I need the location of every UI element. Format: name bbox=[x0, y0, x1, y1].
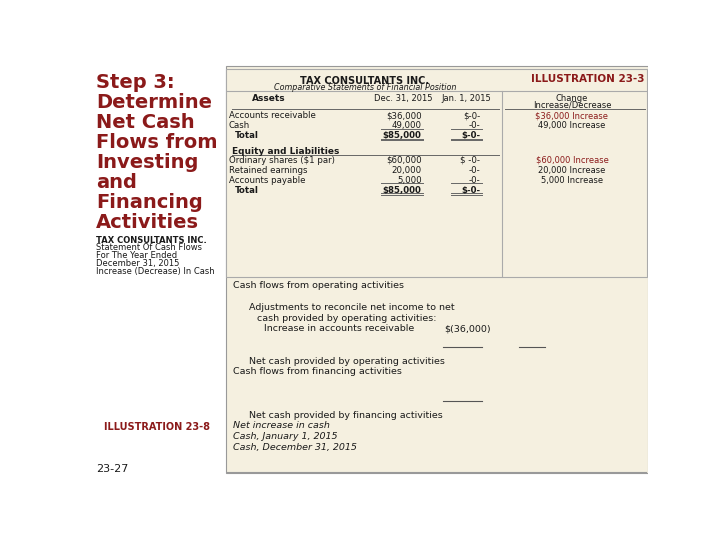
Text: $85,000: $85,000 bbox=[383, 186, 422, 195]
Text: Retained earnings: Retained earnings bbox=[229, 166, 307, 174]
Text: 5,000: 5,000 bbox=[397, 176, 422, 185]
Text: Net cash provided by operating activities: Net cash provided by operating activitie… bbox=[249, 356, 445, 366]
Text: Cash flows from financing activities: Cash flows from financing activities bbox=[233, 367, 402, 376]
Text: 20,000: 20,000 bbox=[392, 166, 422, 174]
Text: 5,000 Increase: 5,000 Increase bbox=[541, 176, 603, 185]
Text: Total: Total bbox=[235, 186, 258, 195]
Text: Step 3:: Step 3: bbox=[96, 72, 175, 91]
Text: $-0-: $-0- bbox=[462, 131, 480, 140]
Text: $-0-: $-0- bbox=[462, 186, 480, 195]
Text: Adjustments to reconcile net income to net: Adjustments to reconcile net income to n… bbox=[249, 303, 454, 312]
Text: -0-: -0- bbox=[469, 176, 480, 185]
Text: Cash, December 31, 2015: Cash, December 31, 2015 bbox=[233, 443, 357, 452]
Text: ILLUSTRATION 23-3: ILLUSTRATION 23-3 bbox=[531, 74, 644, 84]
Text: Activities: Activities bbox=[96, 213, 199, 232]
Text: Assets: Assets bbox=[252, 94, 286, 103]
Text: December 31, 2015: December 31, 2015 bbox=[96, 259, 179, 268]
Text: For The Year Ended: For The Year Ended bbox=[96, 251, 177, 260]
Text: ILLUSTRATION 23-8: ILLUSTRATION 23-8 bbox=[104, 422, 210, 432]
Text: Change: Change bbox=[556, 94, 588, 103]
Text: $36,000: $36,000 bbox=[386, 111, 422, 120]
Text: Financing: Financing bbox=[96, 193, 203, 212]
Text: 23-27: 23-27 bbox=[96, 464, 129, 474]
Bar bbox=[225, 66, 648, 473]
Text: Increase (Decrease) In Cash: Increase (Decrease) In Cash bbox=[96, 267, 215, 275]
Text: Increase/Decrease: Increase/Decrease bbox=[533, 101, 611, 110]
Text: Jan. 1, 2015: Jan. 1, 2015 bbox=[441, 94, 491, 103]
Text: 20,000 Increase: 20,000 Increase bbox=[539, 166, 606, 174]
Text: -0-: -0- bbox=[469, 121, 480, 130]
Text: 49,000: 49,000 bbox=[392, 121, 422, 130]
Text: $60,000: $60,000 bbox=[386, 156, 422, 165]
Text: $-0-: $-0- bbox=[463, 111, 480, 120]
Text: Increase in accounts receivable: Increase in accounts receivable bbox=[264, 325, 415, 333]
Text: $85,000: $85,000 bbox=[383, 131, 422, 140]
Text: $36,000 Increase: $36,000 Increase bbox=[536, 111, 608, 120]
Text: Net cash provided by financing activities: Net cash provided by financing activitie… bbox=[249, 410, 443, 420]
Text: $(36,000): $(36,000) bbox=[444, 325, 491, 333]
Text: 49,000 Increase: 49,000 Increase bbox=[539, 121, 606, 130]
Text: Cash, January 1, 2015: Cash, January 1, 2015 bbox=[233, 432, 338, 441]
Text: Total: Total bbox=[235, 131, 258, 140]
Text: Net increase in cash: Net increase in cash bbox=[233, 421, 330, 430]
Bar bbox=[226, 69, 647, 276]
Text: Equity and Liabilities: Equity and Liabilities bbox=[232, 147, 339, 156]
Text: TAX CONSULTANTS INC.: TAX CONSULTANTS INC. bbox=[300, 76, 430, 85]
Text: Accounts payable: Accounts payable bbox=[229, 176, 305, 185]
Text: Determine: Determine bbox=[96, 92, 212, 112]
Text: Ordinary shares ($1 par): Ordinary shares ($1 par) bbox=[229, 156, 335, 165]
Text: Dec. 31, 2015: Dec. 31, 2015 bbox=[374, 94, 432, 103]
Text: $ -0-: $ -0- bbox=[460, 156, 480, 165]
Text: cash provided by operating activities:: cash provided by operating activities: bbox=[256, 314, 436, 322]
Text: and: and bbox=[96, 173, 137, 192]
Text: $60,000 Increase: $60,000 Increase bbox=[536, 156, 608, 165]
Text: Net Cash: Net Cash bbox=[96, 112, 195, 132]
Text: Investing: Investing bbox=[96, 153, 199, 172]
Text: Cash flows from operating activities: Cash flows from operating activities bbox=[233, 281, 405, 290]
Bar bbox=[90, 65, 225, 481]
Text: TAX CONSULTANTS INC.: TAX CONSULTANTS INC. bbox=[96, 236, 207, 245]
Text: Flows from: Flows from bbox=[96, 132, 217, 152]
Text: Comparative Statements of Financial Position: Comparative Statements of Financial Posi… bbox=[274, 83, 456, 92]
Text: Cash: Cash bbox=[229, 121, 250, 130]
Text: Statement Of Cash Flows: Statement Of Cash Flows bbox=[96, 244, 202, 252]
Text: -0-: -0- bbox=[469, 166, 480, 174]
Text: Accounts receivable: Accounts receivable bbox=[229, 111, 315, 120]
